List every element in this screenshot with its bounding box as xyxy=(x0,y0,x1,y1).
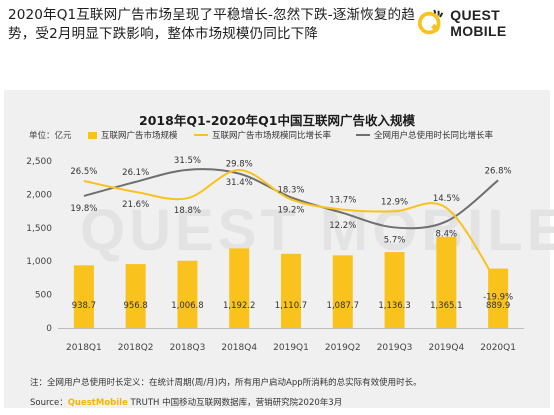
usage-growth-label: 12.2% xyxy=(329,221,356,231)
bar-value-label: 889.9 xyxy=(486,301,510,311)
ad-growth-label: 26.5% xyxy=(70,167,97,177)
footnote: 注：全网用户总使用时长定义：在统计周期(周/月)内，所有用户启动App所消耗的总… xyxy=(30,378,422,388)
x-tick-label: 2019Q4 xyxy=(428,343,464,353)
usage-growth-label: 19.8% xyxy=(70,204,97,214)
y-tick-label: 1,500 xyxy=(26,224,52,234)
x-tick-label: 2019Q1 xyxy=(273,343,309,353)
legend-item-bars: 互联网广告市场规模 xyxy=(88,129,178,141)
source-rest: TRUTH 中国移动互联网数据库，营销研究院2020年3月 xyxy=(127,398,343,408)
source-line: Source：QuestMobile TRUTH 中国移动互联网数据库，营销研究… xyxy=(30,396,342,408)
bar-value-label: 956.8 xyxy=(123,301,147,311)
usage-growth-label: 19.2% xyxy=(277,205,304,215)
line-usage-growth xyxy=(83,168,499,230)
x-tick-label: 2018Q1 xyxy=(66,343,102,353)
chart-panel xyxy=(4,90,550,408)
bar-value-label: 1,136.3 xyxy=(378,301,410,311)
x-tick-label: 2020Q1 xyxy=(480,343,516,353)
usage-growth-label: 8.4% xyxy=(436,229,458,239)
legend-label-bars: 互联网广告市场规模 xyxy=(101,131,178,141)
legend-swatch-ad-growth xyxy=(194,134,208,136)
headline: 2020年Q1互联网广告市场呈现了平稳增长-忽然下跌-逐渐恢复的趋势，受2月明显… xyxy=(8,7,415,42)
usage-growth-label: 26.8% xyxy=(485,166,512,176)
bar-2018Q3 xyxy=(177,260,198,328)
ad-growth-label: 18.3% xyxy=(277,185,304,195)
ad-growth-label: 12.9% xyxy=(381,197,408,207)
usage-growth-label: 26.1% xyxy=(122,168,149,178)
bar-value-label: 1,006.8 xyxy=(171,301,203,311)
bar-2018Q1 xyxy=(73,265,94,328)
usage-growth-label: 29.8% xyxy=(226,160,253,170)
legend-swatch-usage-growth xyxy=(356,134,370,136)
legend-label-ad-growth: 互联网广告市场规模同比增长率 xyxy=(212,131,332,141)
usage-growth-label: 5.7% xyxy=(384,235,406,245)
line-ad-growth xyxy=(83,169,499,286)
bar-value-label: 1,365.1 xyxy=(430,301,462,311)
bar-2019Q2 xyxy=(332,255,353,328)
ad-growth-label: -19.9% xyxy=(483,293,513,303)
bar-value-label: 1,087.7 xyxy=(327,301,359,311)
bar-2018Q4 xyxy=(229,248,250,328)
ad-growth-label: 14.5% xyxy=(433,194,460,204)
bar-value-label: 1,192.2 xyxy=(223,301,255,311)
bar-2019Q4 xyxy=(436,236,457,328)
legend-item-ad-growth: 互联网广告市场规模同比增长率 xyxy=(194,129,331,141)
y-tick-label: 2,500 xyxy=(26,157,52,167)
brand-logo: QUEST MOBILE xyxy=(416,7,554,39)
bar-value-label: 1,110.7 xyxy=(275,301,307,311)
legend-label-usage-growth: 全网用户总使用时长同比增长率 xyxy=(374,131,494,141)
x-tick-label: 2019Q2 xyxy=(325,343,361,353)
bar-2019Q3 xyxy=(384,252,405,328)
chart-title: 2018年Q1-2020年Q1中国互联网广告收入规模 xyxy=(139,113,415,128)
watermark: QUEST MOBILE xyxy=(80,198,554,263)
source-brand: QuestMobile xyxy=(67,398,128,408)
x-tick-label: 2018Q2 xyxy=(118,343,154,353)
x-tick-label: 2019Q3 xyxy=(377,343,413,353)
bar-2018Q2 xyxy=(125,264,146,328)
bar-value-label: 938.7 xyxy=(72,301,96,311)
ad-growth-label: 18.8% xyxy=(174,206,201,216)
bar-2020Q1 xyxy=(488,268,509,328)
ad-growth-label: 31.4% xyxy=(226,178,253,188)
y-tick-label: 2,000 xyxy=(26,190,52,200)
x-tick-label: 2018Q3 xyxy=(170,343,206,353)
y-tick-label: 1,000 xyxy=(26,257,52,267)
brand-logo-icon xyxy=(417,9,444,35)
y-tick-label: 0 xyxy=(46,324,52,334)
legend-swatch-bars xyxy=(88,131,97,139)
bar-2019Q1 xyxy=(281,253,301,328)
usage-growth-label: 31.5% xyxy=(174,156,201,166)
x-tick-label: 2018Q4 xyxy=(221,343,257,353)
legend-item-usage-growth: 全网用户总使用时长同比增长率 xyxy=(356,129,493,141)
y-tick-label: 500 xyxy=(35,291,52,301)
brand-name: QUEST MOBILE xyxy=(450,7,507,39)
unit-label: 单位：亿元 xyxy=(29,131,72,141)
ad-growth-label: 13.7% xyxy=(329,196,356,206)
ad-growth-label: 21.6% xyxy=(122,200,149,210)
source-prefix: Source： xyxy=(30,398,68,408)
